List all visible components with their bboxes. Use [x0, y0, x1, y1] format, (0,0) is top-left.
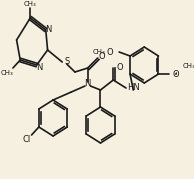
Text: O: O: [106, 47, 113, 57]
Text: O: O: [172, 69, 179, 79]
Text: S: S: [64, 57, 69, 66]
Text: CH₃: CH₃: [183, 63, 194, 69]
Text: HN: HN: [127, 83, 140, 91]
Text: N: N: [45, 25, 52, 33]
Text: O: O: [98, 52, 105, 61]
Text: CH₃: CH₃: [93, 49, 105, 55]
Text: CH₃: CH₃: [1, 70, 14, 76]
Text: CH₃: CH₃: [24, 1, 37, 7]
Text: N: N: [85, 79, 91, 88]
Text: Cl: Cl: [23, 134, 31, 144]
Text: O: O: [117, 62, 124, 71]
Text: N: N: [36, 62, 42, 71]
